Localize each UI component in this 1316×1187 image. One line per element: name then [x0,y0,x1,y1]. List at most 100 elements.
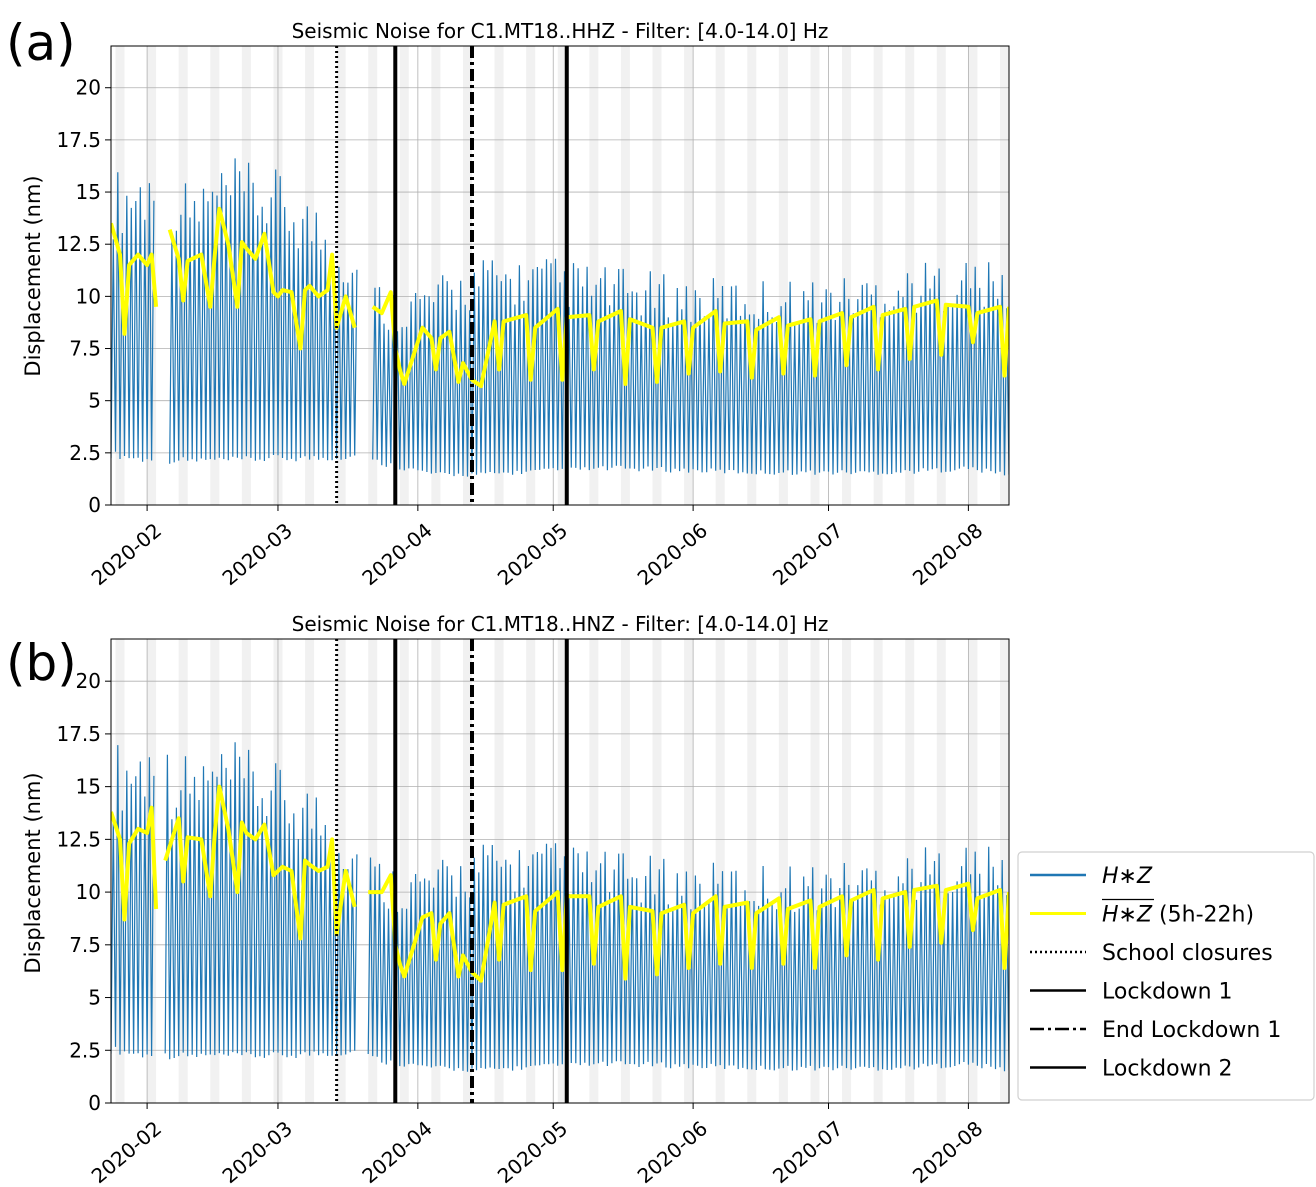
weekend-band [147,639,157,1103]
y-tick-label: 20 [76,76,101,100]
weekend-band [747,639,757,1103]
weekend-band [999,639,1009,1103]
chart-title: Seismic Noise for C1.MT18..HHZ - Filter:… [292,19,829,43]
weekend-band [526,639,536,1103]
legend-label: End Lockdown 1 [1102,1018,1281,1043]
y-axis-label: Displacement (nm) [21,175,45,376]
series-line-hz-mean [111,206,1009,389]
weekend-band [684,46,694,505]
y-tick-label: 17.5 [56,128,101,152]
weekend-band [999,46,1009,505]
legend-label: Lockdown 1 [1102,980,1233,1005]
panel-a: (a) Seismic Noise for C1.MT18..HHZ - Fil… [6,14,1010,590]
weekend-band [462,46,473,505]
series-line-hz-mean [111,784,1009,983]
y-tick-label: 12.5 [56,232,101,256]
y-tick-label: 5 [88,389,101,413]
legend-label-main: Lockdown 1 [1102,980,1233,1005]
weekend-band [589,639,599,1103]
weekend-band [368,46,378,505]
y-tick-label: 0 [88,1091,101,1115]
panel-b: (b) Seismic Noise for C1.MT18..HNZ - Fil… [6,612,1010,1187]
x-tick-label: 2020-04 [357,1116,436,1187]
weekend-band [842,639,852,1103]
weekend-band [873,46,883,505]
y-tick-label: 15 [76,180,101,204]
weekend-band [778,639,788,1103]
x-tick-label: 2020-07 [768,1116,847,1187]
weekend-band [652,639,662,1103]
weekend-band [368,639,378,1103]
legend-label-suffix: (5h-22h) [1152,903,1254,928]
weekend-band [399,639,409,1103]
weekend-band [431,639,441,1103]
y-tick-label: 7.5 [69,337,101,361]
weekend-band [842,46,852,505]
weekend-band [684,639,694,1103]
weekend-band [873,639,883,1103]
legend: H∗Z H∗Z (5h-22h) School closures Lockdown 1… [1017,851,1315,1101]
x-tick-label: 2020-08 [908,518,987,590]
series-line-hz [111,742,1009,1072]
y-tick-label: 17.5 [56,722,101,746]
weekend-band [968,46,978,505]
legend-label: H∗Z [1102,864,1153,889]
plot-area: 0 2.5 5 7.5 10 12.5 15 17.5 20 2020-02 2020-03 2020… [56,45,1010,590]
x-tick-label: 2020-06 [633,1116,712,1187]
weekend-band [620,46,630,505]
axes-frame [110,638,1010,1104]
legend-label: School closures [1102,941,1273,966]
weekend-band [936,46,946,505]
weekend-band [336,46,346,505]
y-tick-label: 12.5 [56,827,101,851]
x-tick-label: 2020-05 [493,1116,572,1187]
weekend-band [620,639,630,1103]
legend-label-main: School closures [1102,941,1273,966]
weekend-band [399,46,409,505]
weekend-band [557,46,567,505]
y-tick-label: 7.5 [69,933,101,957]
weekend-band [241,46,251,505]
weekend-band [462,639,473,1103]
x-tick-label: 2020-05 [493,518,572,590]
weekend-band [747,46,757,505]
x-tick-label: 2020-03 [217,1116,296,1187]
y-tick-label: 15 [76,775,101,799]
weekend-band [778,46,788,505]
x-tick-label: 2020-07 [768,518,847,590]
weekend-band [589,46,599,505]
plot-inner [111,46,1009,505]
x-tick-label: 2020-04 [357,518,436,590]
weekend-band [494,639,504,1103]
weekend-band [968,639,978,1103]
weekend-band [210,639,220,1103]
y-tick-label: 0 [88,493,101,517]
weekend-band [652,46,662,505]
panel-label: (b) [6,634,77,692]
x-tick-label: 2020-02 [87,1116,166,1187]
weekend-band [305,639,315,1103]
legend-label-main: H∗Z [1102,864,1153,889]
weekend-band [715,46,725,505]
weekend-band [305,46,315,505]
weekend-band [336,639,346,1103]
y-tick-label: 2.5 [69,441,101,465]
weekend-band [526,46,536,505]
plot-area: 0 2.5 5 7.5 10 12.5 15 17.5 20 2020-02 2020-03 2020… [56,638,1010,1187]
weekend-band [715,639,725,1103]
x-tick-label: 2020-08 [908,1116,987,1187]
legend-label-main: Lockdown 2 [1102,1057,1233,1082]
panel-label: (a) [6,14,76,72]
y-tick-label: 10 [76,284,101,308]
legend-box [1017,851,1315,1101]
legend-label: H∗Z (5h-22h) [1102,903,1254,928]
weekend-band [178,46,188,505]
y-axis-label: Displacement (nm) [21,772,45,973]
y-tick-label: 20 [76,669,101,693]
series-line-hz [111,158,1009,477]
y-tick-label: 10 [76,880,101,904]
weekend-band [936,639,946,1103]
plot-inner [111,639,1009,1103]
weekend-band [810,46,820,505]
